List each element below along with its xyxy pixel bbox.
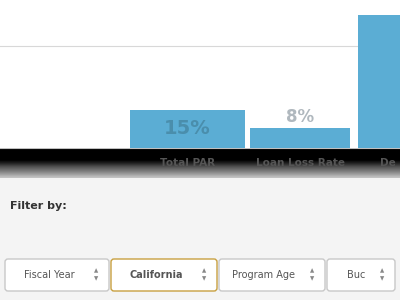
FancyBboxPatch shape [111, 259, 217, 291]
FancyBboxPatch shape [219, 259, 325, 291]
Text: California: California [129, 270, 183, 280]
Text: 15%: 15% [164, 119, 211, 138]
Text: Buc: Buc [347, 270, 365, 280]
Bar [130, 110, 245, 148]
Text: ▲: ▲ [380, 268, 384, 274]
Text: ▼: ▼ [310, 277, 314, 281]
Text: 8%: 8% [286, 108, 314, 126]
FancyBboxPatch shape [327, 259, 395, 291]
Bar [358, 15, 400, 148]
Text: Total PAR: Total PAR [160, 158, 215, 168]
Bar [250, 128, 350, 148]
Text: ▼: ▼ [202, 277, 206, 281]
Text: Fiscal Year: Fiscal Year [24, 270, 74, 280]
Text: Loan Loss Rate: Loan Loss Rate [256, 158, 344, 168]
FancyBboxPatch shape [5, 259, 109, 291]
Text: ▼: ▼ [380, 277, 384, 281]
Text: ▼: ▼ [94, 277, 98, 281]
Text: De: De [380, 158, 396, 168]
Text: ▲: ▲ [94, 268, 98, 274]
Text: Program Age: Program Age [232, 270, 296, 280]
Text: ▲: ▲ [310, 268, 314, 274]
Text: ▲: ▲ [202, 268, 206, 274]
Text: Filter by:: Filter by: [10, 201, 67, 211]
